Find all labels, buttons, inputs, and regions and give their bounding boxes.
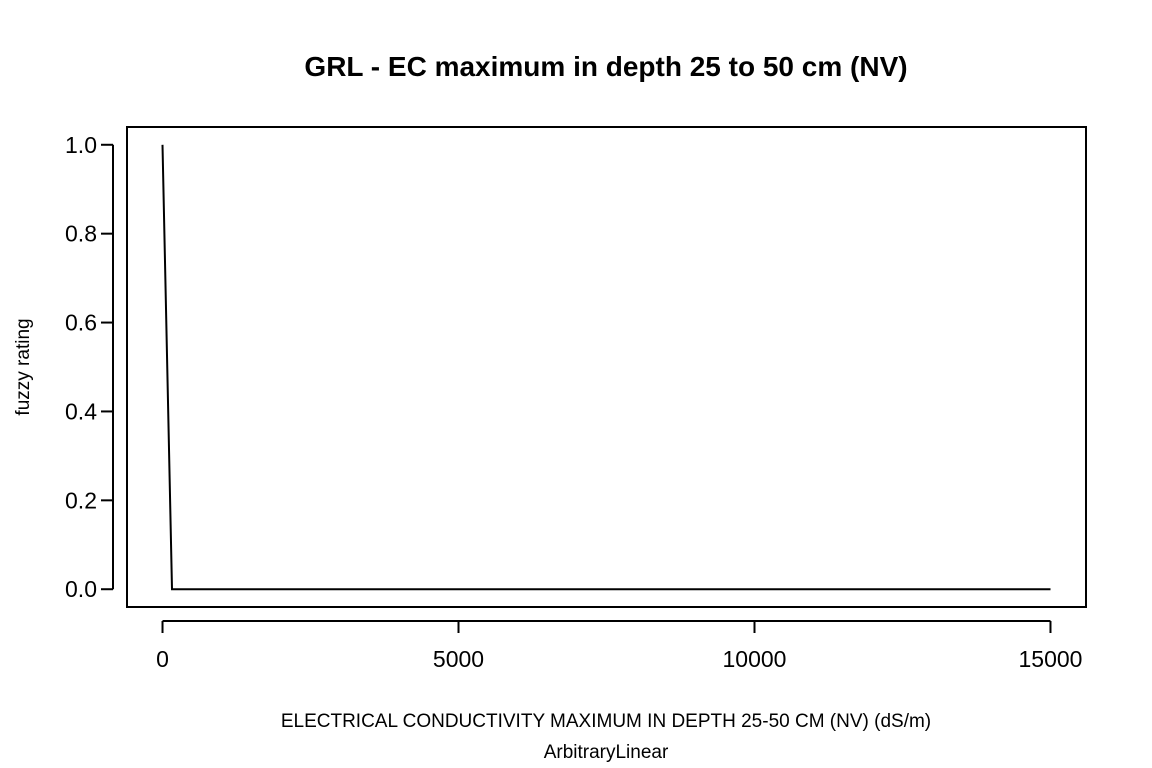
y-tick-label: 1.0 — [65, 132, 97, 158]
y-tick-label: 0.4 — [65, 398, 97, 424]
x-axis-label: ELECTRICAL CONDUCTIVITY MAXIMUM IN DEPTH… — [281, 711, 931, 732]
x-axis-sublabel: ArbitraryLinear — [544, 742, 669, 763]
chart-title: GRL - EC maximum in depth 25 to 50 cm (N… — [304, 51, 907, 82]
y-axis: 0.0 0.2 0.4 0.6 0.8 1.0 — [65, 132, 114, 602]
series-layer — [161, 144, 1051, 591]
y-tick-label: 0.2 — [65, 487, 97, 513]
y-tick-label: 0.0 — [65, 576, 97, 602]
y-axis-label: fuzzy rating — [13, 318, 34, 415]
x-tick-label: 15000 — [1018, 646, 1082, 672]
y-tick-label: 0.6 — [65, 310, 97, 336]
plot-frame — [126, 126, 1087, 608]
x-tick-label: 10000 — [723, 646, 787, 672]
series-line-0 — [161, 144, 1051, 591]
x-tick-label: 0 — [156, 646, 169, 672]
x-axis: 0 5000 10000 15000 — [156, 620, 1082, 672]
y-tick-label: 0.8 — [65, 221, 97, 247]
x-tick-label: 5000 — [433, 646, 484, 672]
